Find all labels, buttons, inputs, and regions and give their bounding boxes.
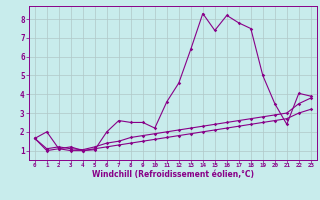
X-axis label: Windchill (Refroidissement éolien,°C): Windchill (Refroidissement éolien,°C) — [92, 170, 254, 179]
